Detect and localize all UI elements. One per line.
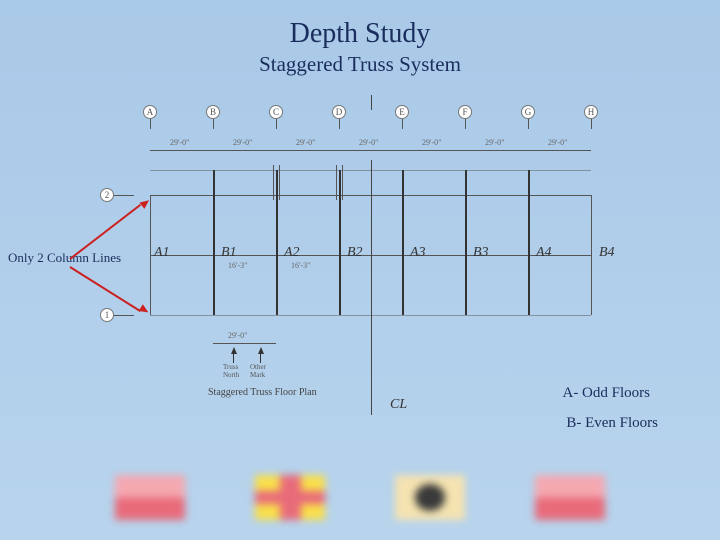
bay-label: A2 (284, 245, 300, 261)
column-label: B (206, 105, 220, 119)
bay-label: B2 (347, 245, 363, 261)
bay-label: A4 (536, 245, 552, 261)
column-label: C (269, 105, 283, 119)
dimension-label: 29'-0" (485, 138, 504, 147)
row-label: 1 (100, 308, 114, 322)
flag-icon (535, 475, 605, 520)
note-label: Other (250, 363, 266, 371)
column-label: A (143, 105, 157, 119)
dimension-label: 29'-0" (296, 138, 315, 147)
bay-label: A3 (410, 245, 426, 261)
plan-title: Staggered Truss Floor Plan (208, 387, 317, 398)
bay-label: A1 (154, 245, 170, 261)
legend-even: B- Even Floors (566, 415, 658, 432)
bay-label: B1 (221, 245, 237, 261)
dimension-label: 29'-0" (233, 138, 252, 147)
bay-label: B3 (473, 245, 489, 261)
column-label: D (332, 105, 346, 119)
column-label: H (584, 105, 598, 119)
bay-label: B4 (599, 245, 615, 261)
note-label: North (223, 371, 239, 379)
dimension-label: 29'-0" (548, 138, 567, 147)
flag-icon (255, 475, 325, 520)
dimension-label: 29'-0" (170, 138, 189, 147)
flag-icon (115, 475, 185, 520)
dimension-label: 29'-0" (228, 331, 247, 340)
dimension-label: 29'-0" (422, 138, 441, 147)
page-subtitle: Staggered Truss System (0, 50, 720, 77)
flag-row (0, 475, 720, 520)
page-title: Depth Study (0, 0, 720, 50)
legend-odd: A- Odd Floors (562, 385, 650, 402)
note-label: Truss (223, 363, 238, 371)
centerline-label: CL (390, 397, 407, 413)
dimension-label: 16'-3" (228, 261, 247, 270)
column-label: E (395, 105, 409, 119)
note-label: Mark (250, 371, 265, 379)
column-label: G (521, 105, 535, 119)
dimension-label: 16'-3" (291, 261, 310, 270)
floor-plan: A B C D E F G H 2 1 29'-0" 29'-0" 29'-0" 29'-0" 29'-0"… (100, 100, 640, 380)
dimension-label: 29'-0" (359, 138, 378, 147)
row-label: 2 (100, 188, 114, 202)
column-label: F (458, 105, 472, 119)
flag-icon (395, 475, 465, 520)
annotation-columns: Only 2 Column Lines (8, 250, 121, 266)
